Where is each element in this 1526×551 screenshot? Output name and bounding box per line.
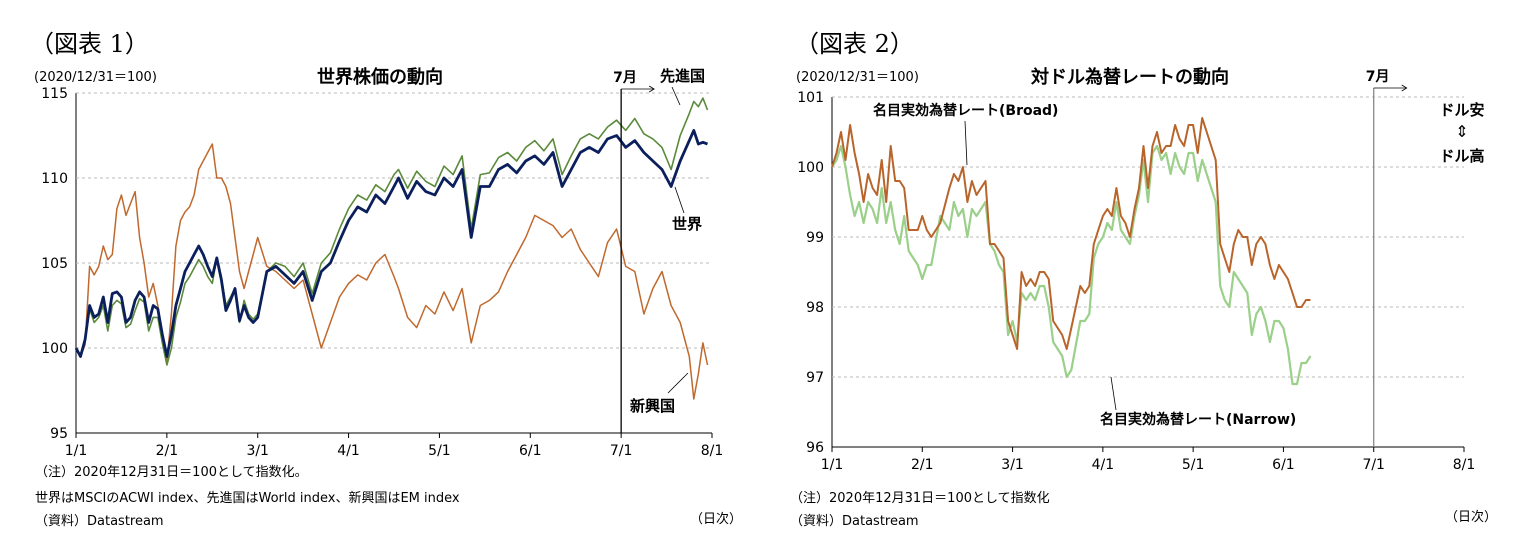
x-tick-label: 6/1 xyxy=(519,443,542,459)
y-tick-label: 98 xyxy=(806,300,824,316)
annotation-leader xyxy=(964,120,968,166)
series-annotation-0: 名目実効為替レート(Broad) xyxy=(873,102,1058,119)
series-line-0 xyxy=(74,129,708,358)
direction-label-bottom: ドル高 xyxy=(1439,147,1484,165)
x-tick-label: 4/1 xyxy=(1092,457,1115,473)
y-tick-label: 99 xyxy=(806,230,824,246)
x-tick-label: 3/1 xyxy=(246,443,269,459)
series-line-1 xyxy=(831,144,1312,386)
y-tick-label: 115 xyxy=(41,86,68,102)
x-tick-label: 1/1 xyxy=(821,457,844,473)
y-tick-label: 105 xyxy=(41,256,68,272)
annotation-leader xyxy=(1110,376,1117,411)
annotation-leader xyxy=(674,186,685,214)
series-annotation-2: 新興国 xyxy=(630,397,675,415)
figure-2-source: （資料）Datastream xyxy=(790,514,919,529)
y-tick-label: 101 xyxy=(797,90,824,106)
direction-arrow-icon: ⇕ xyxy=(1455,122,1468,141)
july-marker-label: 7月 xyxy=(1366,69,1390,85)
series-annotation-1: 名目実効為替レート(Narrow) xyxy=(1100,411,1296,428)
x-tick-label: 3/1 xyxy=(1001,457,1024,473)
x-tick-label: 2/1 xyxy=(911,457,934,473)
x-tick-label: 2/1 xyxy=(156,443,179,459)
figure-1-day-label: （日次） xyxy=(690,512,743,527)
direction-label-top: ドル安 xyxy=(1439,101,1484,119)
series-annotation-1: 世界 xyxy=(672,215,702,233)
figure-1-note-1: （注）2020年12月31日＝100として指数化。 xyxy=(35,465,308,480)
y-tick-label: 97 xyxy=(806,370,824,386)
x-tick-label: 4/1 xyxy=(337,443,360,459)
x-tick-label: 7/1 xyxy=(610,443,633,459)
chart2-title: 対ドル為替レートの動向 xyxy=(1030,66,1229,88)
july-marker-label: 7月 xyxy=(613,70,637,86)
x-tick-label: 5/1 xyxy=(428,443,451,459)
chart-world-stock: (2020/12/31＝100) 世界株価の動向 95100105110115 … xyxy=(34,66,724,459)
figure-2-note-1: （注）2020年12月31日＝100として指数化 xyxy=(790,491,1050,506)
figure-1-label: （図表 1） xyxy=(30,30,149,58)
annotation-leader xyxy=(667,372,689,394)
annotation-leader xyxy=(671,86,681,106)
y-tick-label: 95 xyxy=(50,426,68,442)
x-tick-label: 7/1 xyxy=(1362,457,1385,473)
x-tick-label: 5/1 xyxy=(1182,457,1205,473)
x-tick-label: 1/1 xyxy=(65,443,88,459)
july-marker-arrowhead xyxy=(1401,84,1408,92)
series-line-2 xyxy=(75,143,709,400)
series-line-0 xyxy=(831,117,1311,350)
y-tick-label: 110 xyxy=(41,171,68,187)
chart2-subtitle: (2020/12/31＝100) xyxy=(796,70,919,85)
y-tick-label: 100 xyxy=(797,160,824,176)
chart-fx-rate: (2020/12/31＝100) 対ドル為替レートの動向 96 97 98 99 100… xyxy=(796,66,1485,473)
x-tick-label: 8/1 xyxy=(701,443,724,459)
figure-1-note-2: 世界はMSCIのACWI index、先進国はWorld index、新興国はE… xyxy=(35,491,460,506)
figure-1-source: （資料）Datastream xyxy=(35,514,164,529)
y-tick-label: 96 xyxy=(806,440,824,456)
x-tick-label: 6/1 xyxy=(1272,457,1295,473)
chart1-subtitle: (2020/12/31＝100) xyxy=(34,70,157,85)
x-tick-label: 8/1 xyxy=(1453,457,1476,473)
chart1-title: 世界株価の動向 xyxy=(317,66,443,88)
july-marker-arrowhead xyxy=(648,85,655,93)
y-tick-label: 100 xyxy=(41,341,68,357)
series-annotation-0: 先進国 xyxy=(660,67,705,85)
figure-2-label: （図表 2） xyxy=(795,30,914,58)
figure-2-day-label: （日次） xyxy=(1445,510,1498,525)
